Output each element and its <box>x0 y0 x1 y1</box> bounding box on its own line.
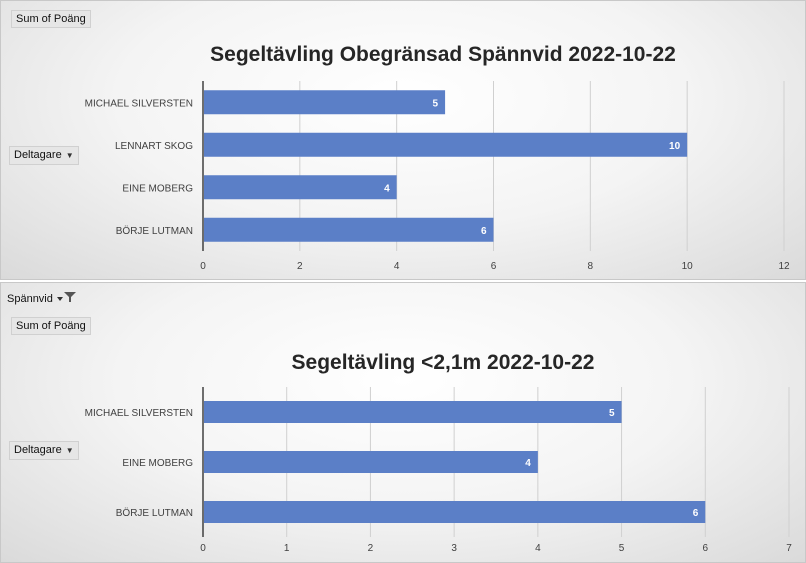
dropdown-arrow-icon: ▼ <box>65 151 74 160</box>
bar <box>204 90 446 115</box>
chart-panel-2: Segeltävling <2,1m 2022-10-22 0 1 2 3 4 5 6 7 MI… <box>0 282 806 563</box>
bar <box>204 501 706 523</box>
data-label: 6 <box>481 226 487 237</box>
filter-field-label: Spännvid <box>7 292 53 305</box>
x-tick-label: 6 <box>703 543 709 554</box>
dropdown-arrow-icon: ▼ <box>65 446 74 455</box>
x-tick-label: 10 <box>682 261 694 272</box>
data-label: 6 <box>693 508 699 519</box>
data-label: 4 <box>525 458 531 469</box>
deltagare-button[interactable]: Deltagare ▼ <box>9 441 79 460</box>
chart-title: Segeltävling <2,1m 2022-10-22 <box>292 351 595 374</box>
row-field-label: Deltagare <box>14 149 62 161</box>
data-label: 4 <box>384 183 390 194</box>
category-label: EINE MOBERG <box>122 183 193 194</box>
sum-of-poang-button[interactable]: Sum of Poäng <box>11 317 91 335</box>
bar <box>204 217 494 242</box>
category-label: MICHAEL SILVERSTEN <box>85 98 193 109</box>
x-tick-label: 2 <box>297 261 303 272</box>
value-field-label: Sum of Poäng <box>16 320 86 332</box>
deltagare-button[interactable]: Deltagare ▼ <box>9 146 79 165</box>
spannvid-filter-button[interactable]: Spännvid <box>7 291 77 307</box>
filter-dropdown-icon <box>55 291 77 307</box>
chart-panel-1: Segeltävling Obegränsad Spännvid 2022-10… <box>0 0 806 280</box>
x-tick-label: 5 <box>619 543 625 554</box>
x-tick-label: 1 <box>284 543 290 554</box>
data-label: 5 <box>609 408 615 419</box>
x-tick-label: 12 <box>778 261 790 272</box>
category-label: LENNART SKOG <box>115 141 193 152</box>
x-tick-label: 7 <box>786 543 792 554</box>
x-tick-label: 4 <box>394 261 400 272</box>
data-label: 5 <box>433 98 439 109</box>
bar-chart-1: Segeltävling Obegränsad Spännvid 2022-10… <box>85 43 790 272</box>
chart-title: Segeltävling Obegränsad Spännvid 2022-10… <box>210 43 676 66</box>
bar <box>204 175 397 200</box>
x-tick-label: 8 <box>588 261 594 272</box>
x-tick-label: 6 <box>491 261 497 272</box>
sum-of-poang-button[interactable]: Sum of Poäng <box>11 10 91 28</box>
x-tick-label: 3 <box>451 543 457 554</box>
category-label: EINE MOBERG <box>122 458 193 469</box>
x-tick-label: 0 <box>200 261 206 272</box>
bar <box>204 401 622 423</box>
x-tick-label: 0 <box>200 543 206 554</box>
x-tick-label: 4 <box>535 543 541 554</box>
category-label: BÖRJE LUTMAN <box>116 507 193 519</box>
value-field-label: Sum of Poäng <box>16 13 86 25</box>
row-field-label: Deltagare <box>14 444 62 456</box>
data-label: 10 <box>669 141 681 152</box>
category-label: MICHAEL SILVERSTEN <box>85 408 193 419</box>
category-label: BÖRJE LUTMAN <box>116 225 193 237</box>
bar <box>204 132 688 157</box>
bar-chart-2: Segeltävling <2,1m 2022-10-22 0 1 2 3 4 5 6 7 MI… <box>85 351 793 554</box>
x-tick-label: 2 <box>368 543 374 554</box>
bar <box>204 451 538 473</box>
